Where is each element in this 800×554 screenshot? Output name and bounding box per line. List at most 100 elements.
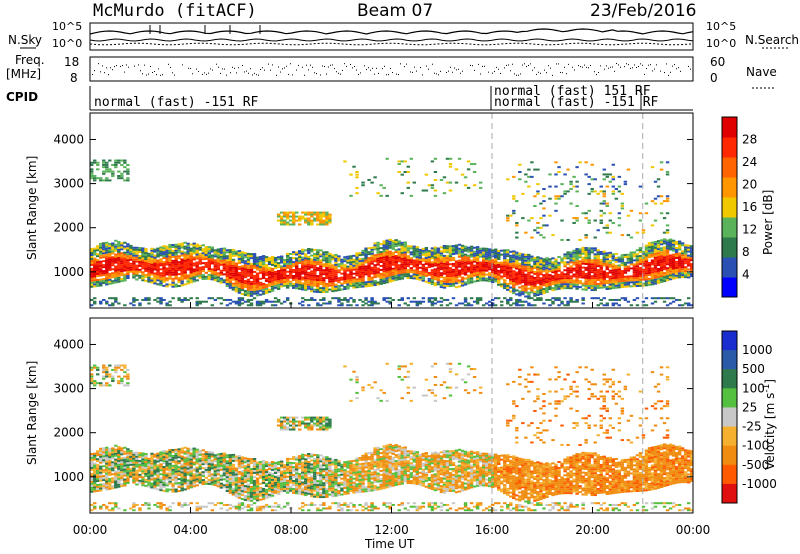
power-cell bbox=[418, 260, 423, 263]
power-cell bbox=[370, 278, 374, 281]
power-cell bbox=[521, 289, 525, 292]
velocity-cell bbox=[99, 453, 103, 456]
power-cell bbox=[638, 280, 643, 283]
power-cell bbox=[668, 262, 673, 265]
power-cell bbox=[427, 300, 432, 303]
power-cell bbox=[90, 257, 94, 260]
power-cell bbox=[385, 275, 389, 278]
velocity-cell bbox=[120, 483, 124, 486]
power-cell bbox=[252, 288, 257, 291]
power-cell bbox=[460, 282, 465, 285]
power-cell bbox=[388, 244, 392, 247]
velocity-cell bbox=[123, 452, 127, 455]
freq-dot bbox=[210, 68, 211, 70]
power-cell bbox=[153, 280, 157, 283]
power-cell bbox=[313, 258, 317, 261]
power-cell bbox=[189, 251, 193, 254]
power-cell bbox=[126, 261, 130, 264]
power-cell bbox=[258, 287, 263, 290]
velocity-cell bbox=[123, 456, 127, 459]
power-cell bbox=[228, 262, 233, 265]
power-cell bbox=[198, 254, 202, 257]
power-cell bbox=[599, 284, 603, 287]
power-cell bbox=[454, 260, 459, 263]
power-cell bbox=[195, 253, 199, 256]
power-cell bbox=[120, 280, 124, 283]
power-cell bbox=[587, 267, 591, 270]
power-cell bbox=[349, 257, 353, 260]
power-cell bbox=[656, 271, 661, 274]
power-cell bbox=[153, 298, 157, 301]
power-cell bbox=[267, 282, 272, 285]
power-cell bbox=[183, 269, 187, 272]
power-cell bbox=[189, 267, 193, 270]
power-cell bbox=[171, 269, 175, 272]
power-cell bbox=[156, 271, 160, 274]
power-cell bbox=[186, 298, 190, 301]
power-cell bbox=[539, 287, 543, 290]
noise-tick-bottom: 10^0 bbox=[52, 37, 82, 50]
power-cell bbox=[102, 256, 106, 259]
power-cell bbox=[481, 265, 486, 268]
power-cell bbox=[457, 247, 462, 250]
power-cell bbox=[337, 279, 341, 282]
power-cell bbox=[635, 265, 640, 268]
power-cell bbox=[478, 249, 483, 252]
velocity-cell bbox=[90, 488, 94, 491]
power-cell bbox=[491, 255, 495, 258]
power-cell bbox=[177, 273, 181, 276]
power-cell bbox=[656, 281, 661, 284]
power-cell bbox=[337, 297, 341, 300]
power-cell bbox=[264, 300, 269, 303]
power-cell bbox=[439, 300, 444, 303]
power-cell bbox=[298, 254, 302, 257]
power-cell bbox=[165, 257, 169, 260]
power-cell bbox=[391, 253, 395, 256]
power-cell bbox=[668, 248, 673, 251]
power-cell bbox=[551, 271, 555, 274]
power-cell bbox=[629, 261, 634, 264]
velocity-cell bbox=[105, 452, 109, 455]
power-cell bbox=[506, 219, 510, 222]
freq-dot bbox=[618, 64, 619, 66]
power-cell bbox=[587, 263, 591, 266]
power-cell bbox=[677, 242, 682, 245]
power-cell bbox=[364, 249, 368, 252]
velocity-cell bbox=[123, 375, 127, 378]
power-cell bbox=[469, 259, 474, 262]
power-cell bbox=[346, 281, 350, 284]
power-cell bbox=[346, 255, 350, 258]
power-cell bbox=[376, 251, 380, 254]
power-cell bbox=[605, 224, 609, 227]
power-cell bbox=[683, 258, 688, 261]
velocity-cell bbox=[93, 482, 97, 485]
power-cell bbox=[421, 269, 426, 272]
power-cell bbox=[671, 247, 676, 250]
power-cell bbox=[117, 270, 121, 273]
power-cell bbox=[527, 279, 531, 282]
velocity-cell bbox=[102, 459, 106, 462]
power-cell bbox=[108, 272, 112, 275]
power-cell bbox=[512, 274, 516, 277]
power-cell bbox=[509, 262, 513, 265]
power-cell bbox=[512, 212, 516, 215]
power-cell bbox=[521, 271, 525, 274]
power-cell bbox=[222, 298, 227, 301]
power-cell bbox=[388, 280, 392, 283]
power-cell bbox=[174, 273, 178, 276]
power-cell bbox=[295, 275, 299, 278]
power-cell bbox=[575, 204, 579, 207]
power-cell bbox=[388, 278, 392, 281]
power-cell bbox=[189, 273, 193, 276]
power-cell bbox=[674, 256, 679, 259]
power-cell bbox=[587, 279, 591, 282]
power-cell bbox=[367, 265, 371, 268]
power-cell bbox=[638, 212, 643, 215]
power-cell bbox=[554, 276, 558, 279]
power-cell bbox=[343, 160, 347, 163]
power-cell bbox=[515, 267, 519, 270]
velocity-cell bbox=[108, 450, 112, 453]
power-cell bbox=[93, 257, 97, 260]
power-cell bbox=[114, 159, 118, 162]
power-cell bbox=[313, 217, 317, 220]
